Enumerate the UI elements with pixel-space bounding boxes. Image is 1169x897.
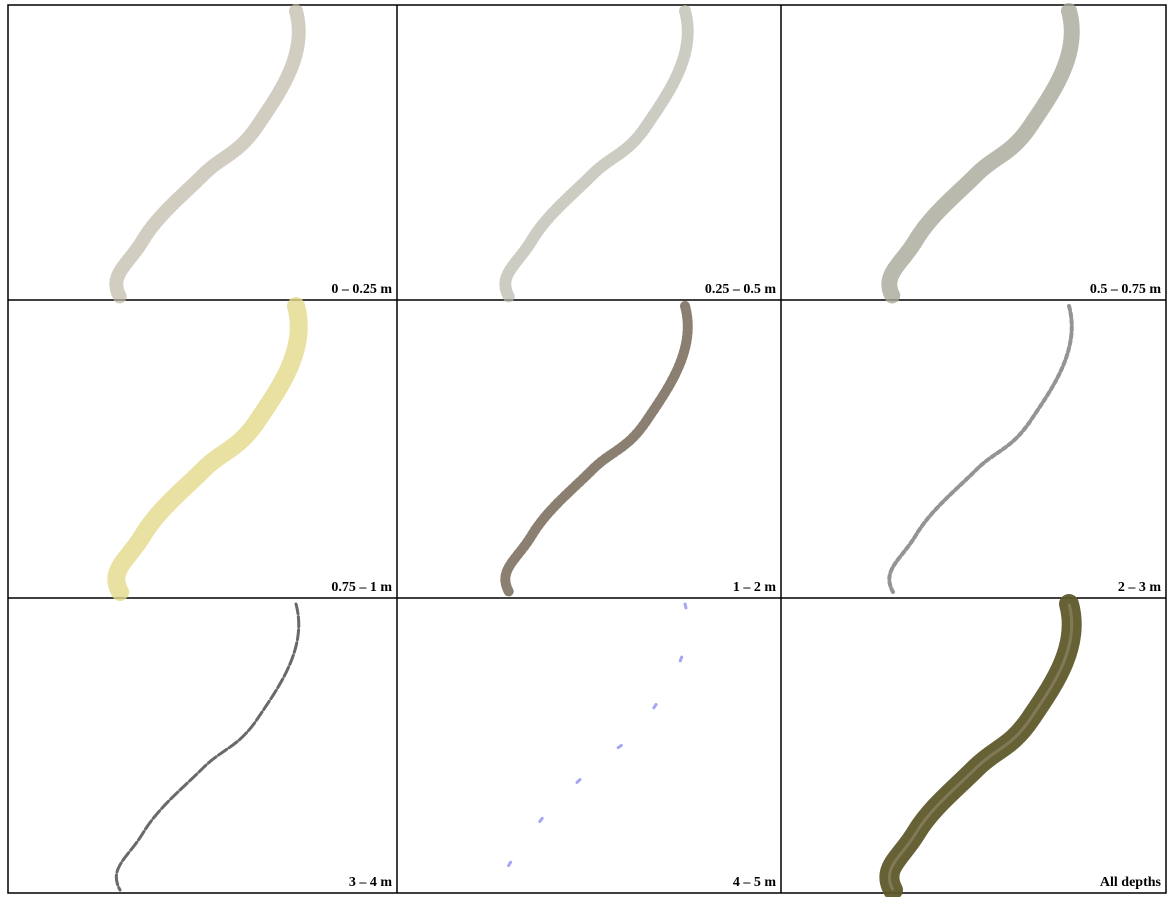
river-depth-map <box>116 306 298 592</box>
panel-label: 3 – 4 m <box>349 875 393 890</box>
panel-label: 4 – 5 m <box>733 875 777 890</box>
river-depth-map <box>889 306 1071 592</box>
river-depth-map <box>505 11 687 297</box>
map-panel: 3 – 4 m <box>116 604 392 890</box>
map-panel: 0.75 – 1 m <box>116 306 392 595</box>
map-panel: All depths <box>889 604 1161 890</box>
river-depth-map <box>116 604 298 890</box>
map-panel: 1 – 2 m <box>505 306 776 595</box>
river-depth-map <box>889 604 1071 890</box>
panel-label: 0 – 0.25 m <box>331 282 392 297</box>
map-panel: 0 – 0.25 m <box>116 11 392 297</box>
panel-label: 2 – 3 m <box>1118 580 1162 595</box>
panel-label: All depths <box>1100 875 1162 890</box>
map-panel: 0.5 – 0.75 m <box>889 11 1161 297</box>
river-depth-map <box>889 11 1071 297</box>
panel-label: 0.5 – 0.75 m <box>1090 282 1162 297</box>
map-panel: 0.25 – 0.5 m <box>505 11 776 297</box>
river-depth-map <box>116 11 298 297</box>
panel-label: 0.75 – 1 m <box>331 580 392 595</box>
river-depth-map <box>505 306 687 592</box>
figure-grid: 0 – 0.25 m 0.25 – 0.5 m 0.5 – 0.75 m 0.75 –… <box>0 0 1169 897</box>
river-depth-map <box>505 604 687 890</box>
panel-label: 1 – 2 m <box>733 580 777 595</box>
panel-label: 0.25 – 0.5 m <box>705 282 777 297</box>
map-panel: 4 – 5 m <box>505 604 776 890</box>
map-panel: 2 – 3 m <box>889 306 1161 595</box>
